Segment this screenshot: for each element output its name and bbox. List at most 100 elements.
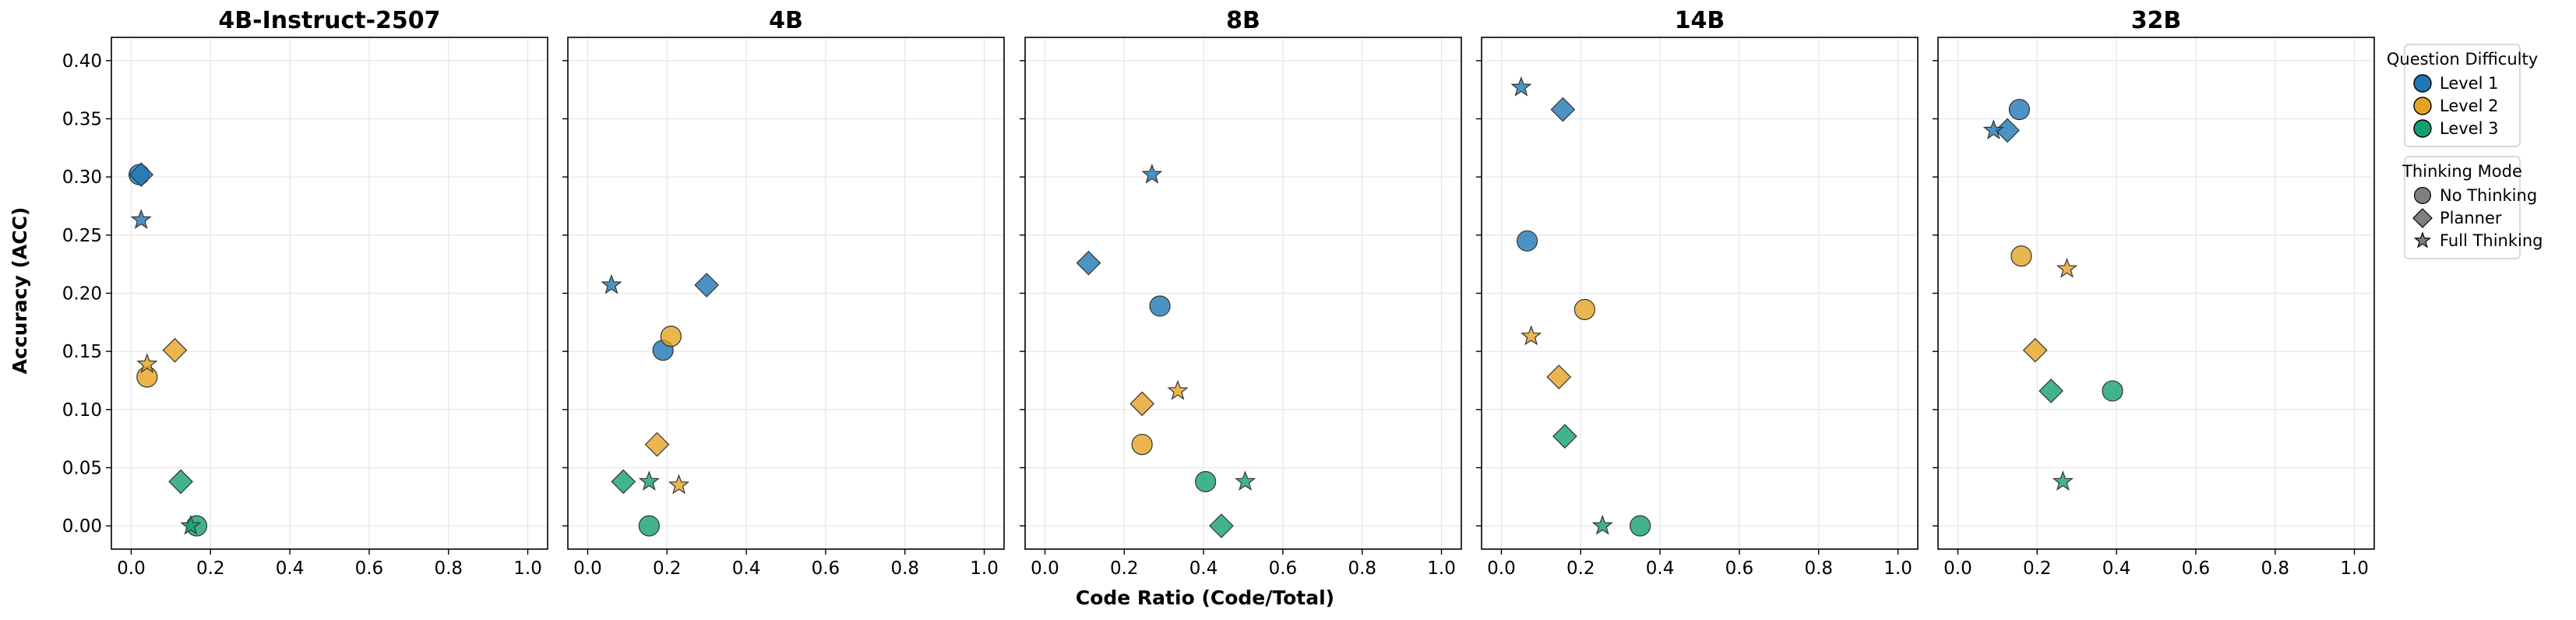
x-tick-label: 0.4 (1646, 558, 1675, 579)
y-axis-label: Accuracy (ACC) (9, 207, 31, 375)
y-tick-label: 0.05 (62, 458, 102, 478)
point-level1-full-thinking (601, 273, 622, 294)
x-tick-label: 0.6 (1269, 558, 1298, 579)
panel-8b: 0.0 0.2 0.4 0.6 0.8 1.0 8B (1020, 7, 1462, 579)
point-level3-no-thinking (1630, 515, 1651, 537)
panel-title: 14B (1675, 7, 1725, 34)
point-level2-planner (1546, 365, 1572, 389)
x-tick-label: 0.4 (2102, 558, 2131, 579)
x-tick-label: 0.2 (2023, 558, 2052, 579)
panel-frame (1481, 37, 1919, 550)
legend-label: No Thinking (2440, 186, 2537, 205)
point-level2-planner (1129, 391, 1155, 417)
point-level3-planner (2039, 379, 2063, 403)
point-level1-full-thinking (130, 209, 152, 229)
y-tick-label: 0.35 (62, 110, 102, 130)
y-tick-label: 0.25 (62, 226, 102, 246)
point-level3-no-thinking (1195, 470, 1217, 492)
y-tick-label: 0.20 (62, 284, 102, 305)
panel-frame (1937, 37, 2375, 550)
point-level1-full-thinking (1982, 119, 2004, 139)
legend-label: Full Thinking (2440, 231, 2543, 250)
legend-swatch-no-thinking (2414, 187, 2432, 205)
x-tick-label: 0.6 (2182, 558, 2211, 579)
legend-swatch-full-thinking (2413, 231, 2432, 248)
y-tick-label: 0.10 (62, 400, 102, 421)
point-level1-no-thinking (2008, 98, 2030, 121)
point-level1-full-thinking (1510, 76, 1532, 97)
panel-14b: 0.0 0.2 0.4 0.6 0.8 1.0 14B (1476, 7, 1919, 579)
point-level3-no-thinking (638, 515, 660, 537)
legend-label: Level 1 (2440, 74, 2498, 93)
point-level2-planner (644, 432, 670, 457)
x-tick-label: 0.2 (196, 558, 225, 579)
point-level2-no-thinking (136, 366, 158, 388)
x-tick-label: 0.6 (355, 558, 384, 579)
legend-swatch-level2 (2413, 97, 2432, 115)
y-tick-label: 0.00 (62, 516, 102, 537)
point-level1-planner (694, 273, 720, 298)
panel-32b: 0.0 0.2 0.4 0.6 0.8 1.0 32B (1933, 7, 2375, 579)
x-tick-label: 0.8 (434, 558, 463, 579)
point-level2-planner (2022, 337, 2048, 363)
point-level1-no-thinking (1149, 295, 1171, 317)
legend-title: Thinking Mode (2402, 162, 2522, 181)
point-level1-planner (1076, 250, 1101, 276)
panel-4b-instruct-2507: 0.0 0.2 0.4 0.6 0.8 1.0 0.00 0.05 0.10 0.15 0.20 0.… (62, 7, 548, 579)
point-level3-full-thinking (638, 470, 660, 491)
x-tick-label: 0.0 (1031, 558, 1059, 579)
x-tick-label: 0.8 (1804, 558, 1833, 579)
point-level3-planner (1209, 513, 1234, 538)
x-tick-label: 0.8 (2261, 558, 2289, 579)
panel-frame (111, 37, 548, 550)
legend-swatch-level1 (2413, 74, 2432, 93)
x-tick-label: 0.6 (1725, 558, 1754, 579)
x-tick-label: 0.8 (890, 558, 919, 579)
point-level1-no-thinking (1516, 230, 1538, 252)
y-tick-label: 0.15 (62, 342, 102, 362)
panel-title: 32B (2131, 7, 2182, 34)
x-tick-label: 1.0 (1884, 558, 1912, 579)
panel-title: 8B (1226, 7, 1260, 34)
x-tick-label: 0.4 (1189, 558, 1218, 579)
point-level3-full-thinking (1591, 514, 1613, 535)
x-tick-label: 0.0 (1487, 558, 1516, 579)
panel-frame (567, 37, 1005, 550)
x-tick-label: 0.0 (573, 558, 602, 579)
x-tick-label: 0.4 (732, 558, 761, 579)
y-tick-label: 0.40 (62, 51, 102, 72)
legend-title: Question Difficulty (2387, 50, 2538, 69)
point-level1-planner (129, 162, 154, 188)
x-axis-label: Code Ratio (Code/Total) (1076, 587, 1334, 609)
point-level2-full-thinking (1521, 325, 1542, 346)
point-level1-planner (1550, 97, 1576, 122)
x-tick-label: 1.0 (513, 558, 542, 579)
x-tick-label: 1.0 (1427, 558, 1456, 579)
point-level2-no-thinking (1573, 298, 1595, 321)
y-tick-label: 0.30 (62, 167, 102, 188)
legend-box (2404, 44, 2521, 147)
x-tick-label: 0.0 (117, 558, 146, 579)
point-level3-no-thinking (2102, 380, 2123, 402)
x-tick-label: 0.8 (1348, 558, 1376, 579)
legend-label: Level 2 (2440, 97, 2498, 115)
point-level3-full-thinking (1235, 470, 1256, 491)
legend-label: Level 3 (2440, 119, 2498, 138)
panel-4b: 0.0 0.2 0.4 0.6 0.8 1.0 4B (562, 7, 1005, 579)
panel-frame (1024, 37, 1462, 550)
point-level2-full-thinking (1167, 379, 1189, 400)
point-level3-full-thinking (180, 514, 202, 535)
point-level1-full-thinking (1141, 163, 1163, 184)
x-tick-label: 0.6 (812, 558, 840, 579)
x-tick-label: 1.0 (2340, 558, 2369, 579)
x-tick-label: 0.2 (653, 558, 682, 579)
legend-thinking-mode: Thinking Mode No Thinking Planner Full Thin… (2402, 156, 2543, 259)
point-level3-planner (168, 469, 193, 495)
legend-box (2404, 156, 2521, 259)
point-level2-full-thinking (136, 353, 158, 374)
point-level3-full-thinking (2052, 470, 2074, 491)
point-level2-no-thinking (2010, 245, 2032, 267)
x-tick-label: 0.4 (276, 558, 305, 579)
x-tick-label: 0.0 (1943, 558, 1972, 579)
x-tick-label: 0.2 (1566, 558, 1595, 579)
